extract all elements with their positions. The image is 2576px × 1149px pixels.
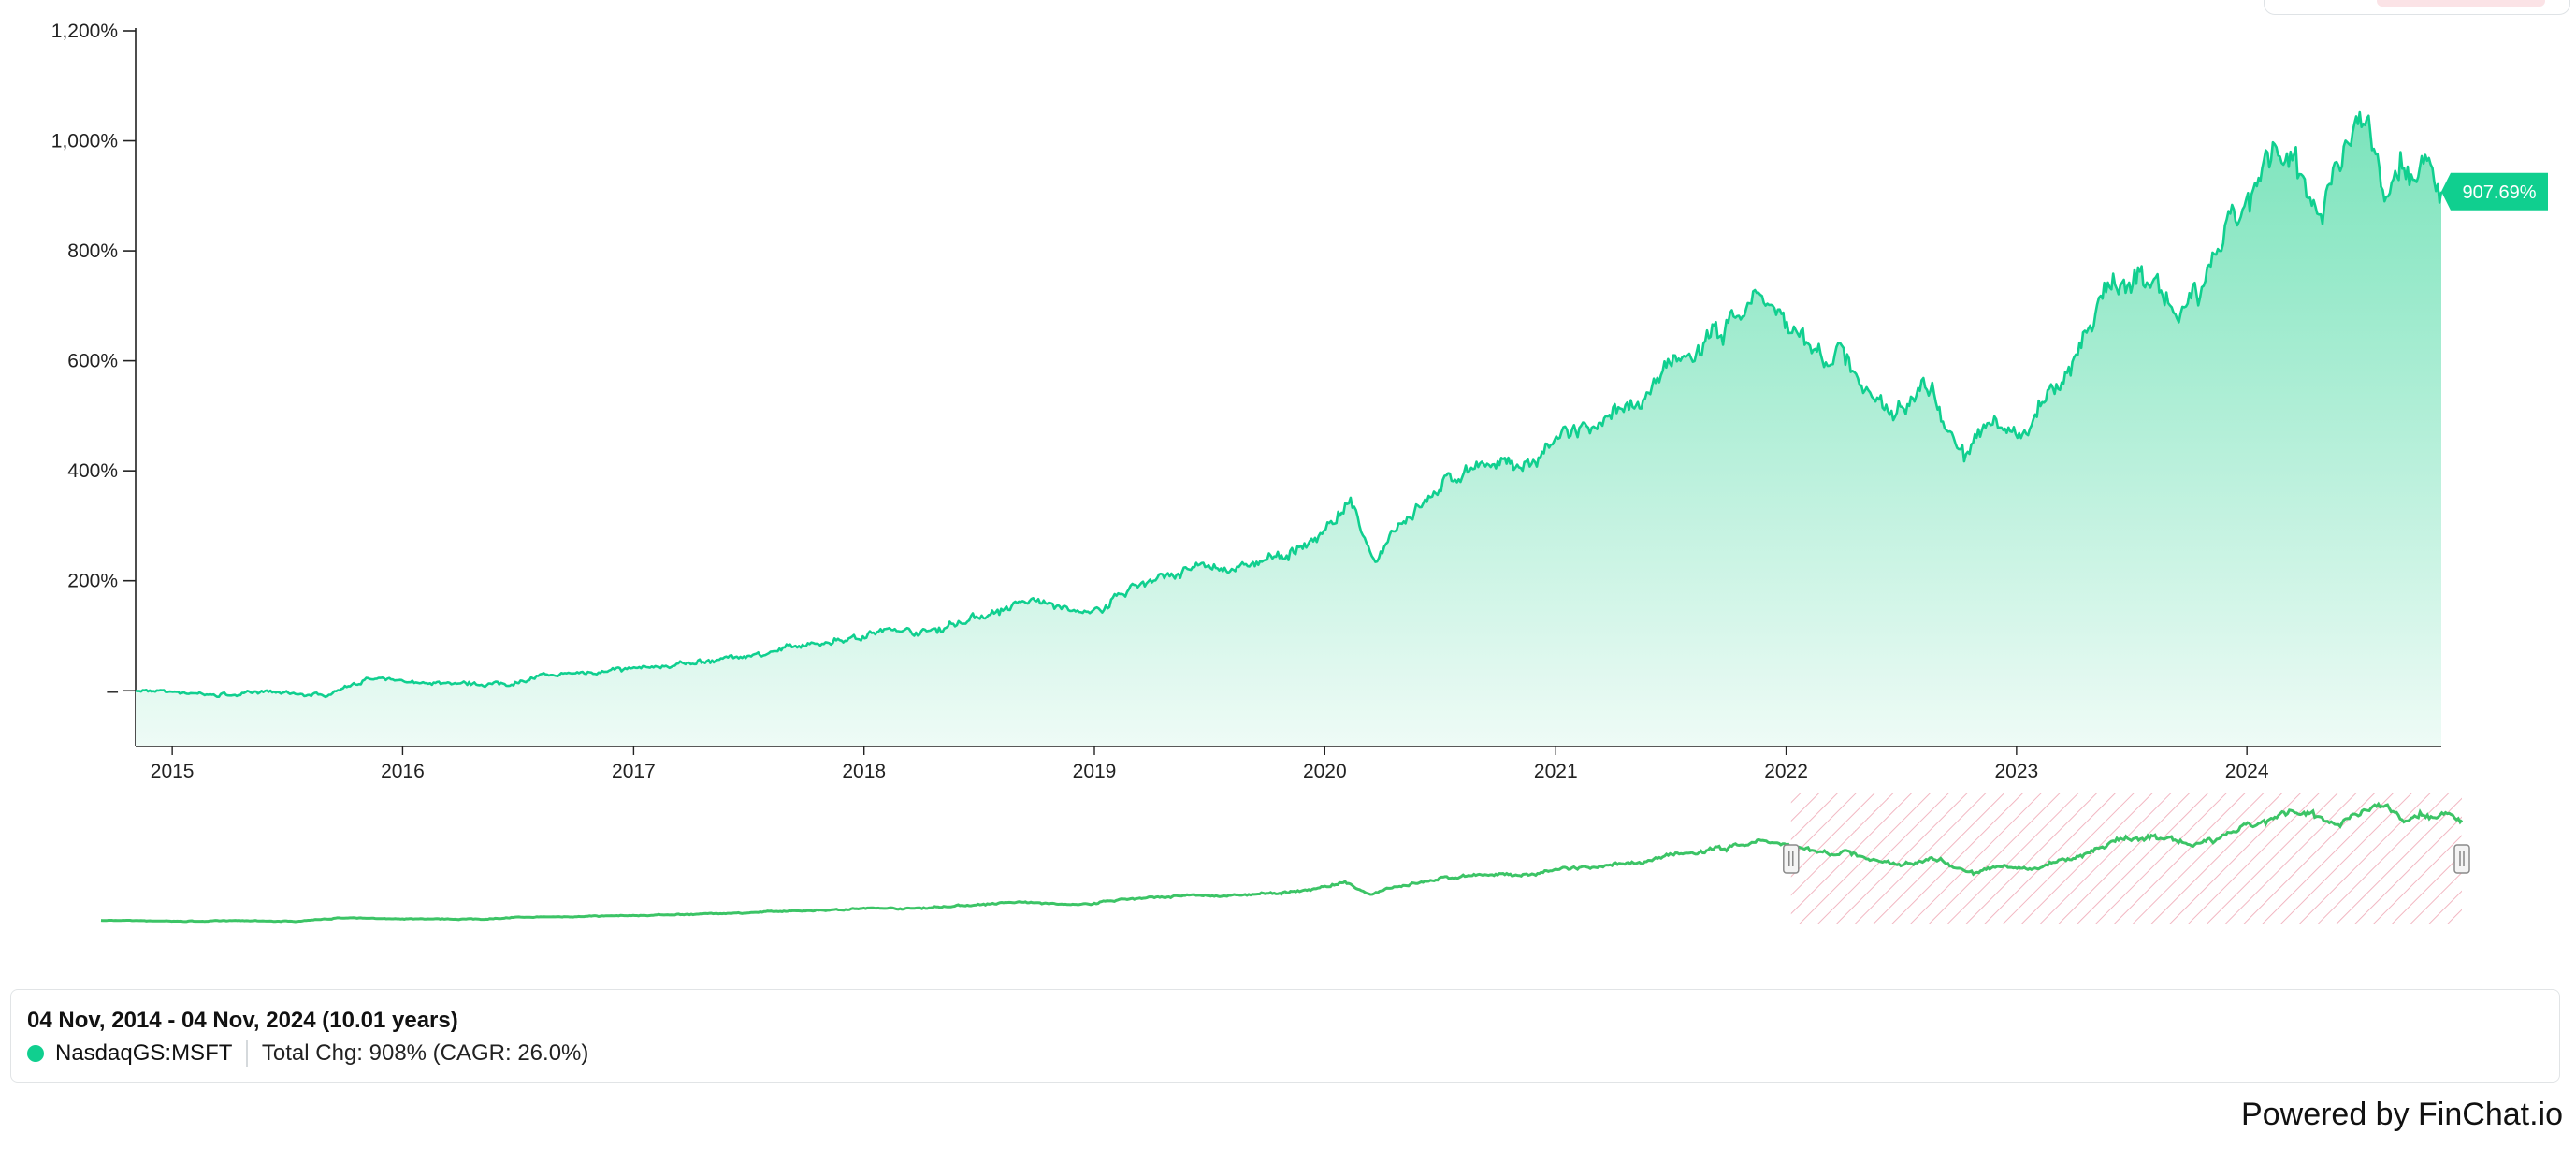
series-area [136,112,2441,746]
summary-panel: 04 Nov, 2014 - 04 Nov, 2024 (10.01 years… [10,989,2560,1083]
total-change-text: Total Chg: 908% (CAGR: 26.0%) [261,1040,589,1066]
range-navigator[interactable] [100,793,2470,924]
navigator-series-line [100,801,2464,924]
x-axis: 2015 2016 2017 2018 2019 2020 2021 2022 2023 2024 [136,745,2441,782]
date-range-text: 04 Nov, 2014 - 04 Nov, 2024 (10.01 years… [27,1008,458,1033]
navigator-right-handle[interactable] [2453,844,2470,874]
y-tick-label: 600% [67,351,118,372]
x-tick-label: 2019 [1073,761,1117,782]
x-tick-label: 2021 [1534,761,1578,782]
x-tick-label: 2017 [612,761,656,782]
y-tick-label: 1,000% [51,131,118,153]
x-tick-label: 2016 [381,761,425,782]
x-tick-label: 2022 [1764,761,1808,782]
x-tick-label: 2023 [1995,761,2039,782]
y-tick-label: 1,200% [51,21,118,42]
ticker-label[interactable]: NasdaqGS:MSFT [55,1040,233,1066]
y-tick-label: – [107,680,118,702]
series-summary-row: NasdaqGS:MSFT Total Chg: 908% (CAGR: 26.… [27,1040,588,1068]
x-tick-label: 2024 [2225,761,2269,782]
navigator-left-handle[interactable] [1783,844,1800,874]
last-value-badge [2441,172,2548,211]
powered-by-text[interactable]: Powered by FinChat.io [2241,1097,2563,1132]
x-tick-label: 2018 [842,761,886,782]
plot-area [135,110,2443,746]
toolbar-pill[interactable] [2377,0,2545,7]
performance-chart: –200%400%600%800%1,000%1,200% 2015 2016 20… [51,21,2548,924]
y-tick-label: 400% [67,460,118,482]
divider [246,1040,248,1067]
last-value-label: 907.69% [2463,182,2537,203]
y-axis: – 200% 400% 600% 800% 1,000% 1,200% [51,21,137,746]
series-line[interactable] [135,110,2443,699]
y-tick-label: 200% [67,571,118,592]
series-color-dot [27,1045,44,1062]
x-tick-label: 2015 [151,761,195,782]
last-value-marker: 907.69% [2441,172,2548,211]
x-tick-label: 2020 [1303,761,1347,782]
y-tick-label: 800% [67,240,118,262]
